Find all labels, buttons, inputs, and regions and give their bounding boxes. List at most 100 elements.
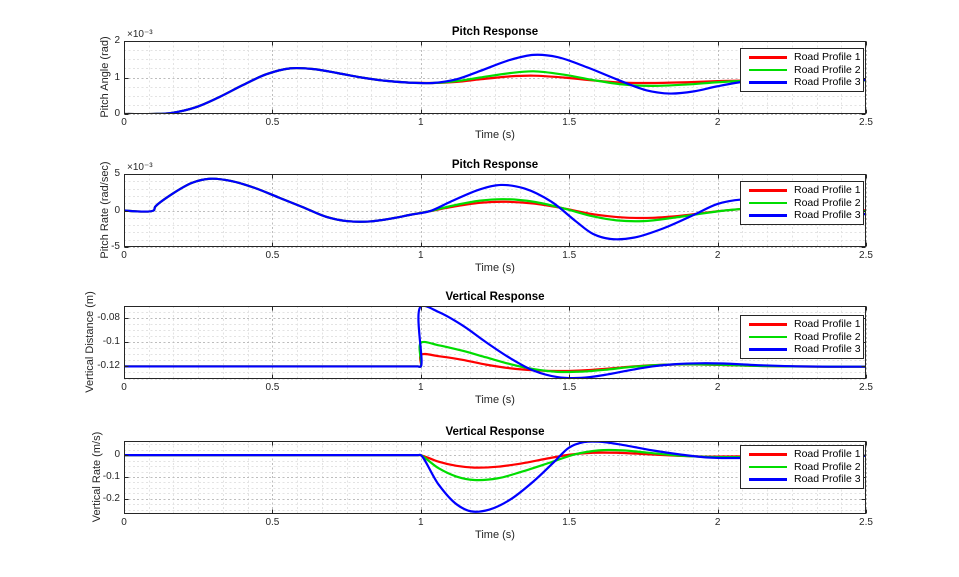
legend-label: Road Profile 1 — [794, 51, 861, 64]
subplot4-title: Vertical Response — [445, 426, 545, 438]
curve-road-profile-3 — [124, 306, 866, 379]
legend-label: Road Profile 1 — [794, 448, 861, 461]
subplot3-title: Vertical Response — [445, 291, 545, 303]
curves — [124, 441, 866, 513]
subplot-3 — [124, 306, 867, 380]
subplot1-xlabel: Time (s) — [475, 129, 515, 141]
legend-line-swatch-road-profile-2 — [749, 68, 787, 72]
subplot1-title: Pitch Response — [451, 26, 539, 38]
subplot-4 — [124, 441, 867, 514]
legend-item: Road Profile 1 — [741, 448, 863, 461]
curves — [124, 53, 866, 114]
legend: Road Profile 1 Road Profile 2 Road Profile… — [740, 181, 864, 225]
y-tick-label: -5 — [111, 241, 120, 252]
x-tick-label: 2.5 — [859, 250, 873, 261]
x-tick-label: 0.5 — [265, 517, 280, 528]
curve-road-profile-3 — [124, 441, 866, 513]
subplot1-y-exponent-label: ×10⁻³ — [127, 29, 153, 40]
legend-line-swatch-road-profile-3 — [749, 81, 787, 84]
legend-line-swatch-road-profile-1 — [749, 323, 787, 326]
subplot4-xlabel: Time (s) — [475, 529, 515, 541]
axes-frame — [124, 174, 867, 248]
legend-item: Road Profile 3 — [741, 209, 863, 222]
legend-line-swatch-road-profile-1 — [749, 56, 787, 59]
legend-line-swatch-road-profile-3 — [749, 214, 787, 217]
y-tick-label: 0 — [114, 449, 120, 461]
x-tick-label: 1.5 — [562, 250, 577, 261]
legend-label: Road Profile 1 — [794, 184, 861, 197]
y-tick-label: 5 — [114, 168, 120, 179]
x-tick-label: 2 — [714, 517, 721, 528]
legend-item: Road Profile 1 — [741, 318, 863, 331]
y-tick-label: -0.1 — [102, 470, 120, 482]
x-tick-label: 2 — [714, 382, 721, 393]
x-tick-label: 2.5 — [859, 382, 873, 393]
legend-line-swatch-road-profile-2 — [749, 201, 787, 205]
x-tick-label: 0.5 — [265, 117, 280, 128]
legend-label: Road Profile 3 — [794, 209, 861, 222]
legend-label: Road Profile 2 — [794, 330, 861, 343]
y-tick-label: 0 — [114, 108, 120, 119]
x-tick-label: 1.5 — [562, 517, 577, 528]
x-tick-label: 1 — [418, 117, 424, 128]
subplot3-xlabel: Time (s) — [475, 394, 515, 406]
grid — [124, 441, 867, 514]
legend-item: Road Profile 3 — [741, 343, 863, 356]
y-tick-label: 2 — [114, 35, 120, 46]
y-tick-label: -0.2 — [102, 492, 120, 504]
curves — [124, 177, 866, 241]
x-tick-label: 0 — [121, 250, 127, 261]
x-tick-label: 0 — [121, 382, 127, 393]
legend-label: Road Profile 2 — [794, 63, 861, 76]
x-tick-label: 1.5 — [562, 117, 577, 128]
x-tick-label: 2.5 — [859, 517, 873, 528]
y-tick-label: 0 — [114, 204, 120, 216]
x-tick-label: 0 — [121, 117, 127, 128]
legend-line-swatch-road-profile-3 — [749, 348, 787, 351]
y-tick-label: -0.1 — [102, 336, 120, 348]
legend-item: Road Profile 2 — [741, 197, 863, 210]
legend-label: Road Profile 3 — [794, 473, 861, 486]
legend-item: Road Profile 2 — [741, 461, 863, 474]
legend-line-swatch-road-profile-1 — [749, 189, 787, 192]
x-tick-label: 1 — [418, 517, 424, 528]
legend-item: Road Profile 1 — [741, 51, 863, 64]
legend-line-swatch-road-profile-1 — [749, 453, 787, 456]
subplot2-y-exponent-label: ×10⁻³ — [127, 162, 153, 173]
legend-item: Road Profile 2 — [741, 64, 863, 77]
x-tick-label: 1 — [418, 250, 424, 261]
legend-item: Road Profile 3 — [741, 76, 863, 89]
legend-item: Road Profile 1 — [741, 184, 863, 197]
curve-road-profile-3 — [124, 177, 866, 241]
x-tick-label: 2.5 — [859, 117, 873, 128]
legend-label: Road Profile 3 — [794, 76, 861, 89]
curves — [124, 306, 866, 379]
x-tick-label: 2 — [714, 117, 721, 128]
legend-label: Road Profile 2 — [794, 460, 861, 473]
axes-frame — [124, 441, 867, 514]
x-tick-label: 2 — [714, 250, 721, 261]
legend-line-swatch-road-profile-2 — [749, 465, 787, 469]
legend-label: Road Profile 1 — [794, 318, 861, 331]
subplot2-title: Pitch Response — [451, 159, 539, 171]
curve-road-profile-3 — [124, 53, 866, 114]
legend-item: Road Profile 2 — [741, 331, 863, 344]
legend-line-swatch-road-profile-3 — [749, 478, 787, 481]
legend: Road Profile 1 Road Profile 2 Road Profile… — [740, 48, 864, 92]
legend: Road Profile 1 Road Profile 2 Road Profile… — [740, 315, 864, 359]
legend-label: Road Profile 2 — [794, 196, 861, 209]
x-tick-label: 0.5 — [265, 382, 280, 393]
subplot-2 — [124, 174, 867, 248]
legend-item: Road Profile 3 — [741, 473, 863, 486]
x-tick-label: 0 — [121, 517, 127, 528]
axes-frame — [124, 306, 867, 379]
subplot2-xlabel: Time (s) — [475, 262, 515, 274]
legend-line-swatch-road-profile-2 — [749, 335, 787, 339]
subplot-1 — [124, 41, 867, 115]
y-tick-label: -0.12 — [97, 360, 120, 372]
x-tick-label: 1.5 — [562, 382, 577, 393]
legend: Road Profile 1 Road Profile 2 Road Profile… — [740, 445, 864, 489]
legend-label: Road Profile 3 — [794, 343, 861, 356]
